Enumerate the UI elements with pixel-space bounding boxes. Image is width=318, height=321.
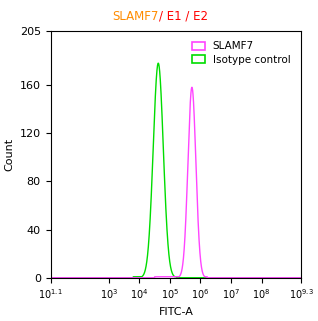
Text: / E1 / E2: / E1 / E2 — [159, 10, 208, 22]
Y-axis label: Count: Count — [4, 138, 14, 171]
X-axis label: FITC-A: FITC-A — [159, 307, 193, 317]
Text: SLAMF7: SLAMF7 — [113, 10, 159, 22]
Legend: SLAMF7, Isotype control: SLAMF7, Isotype control — [189, 38, 294, 68]
